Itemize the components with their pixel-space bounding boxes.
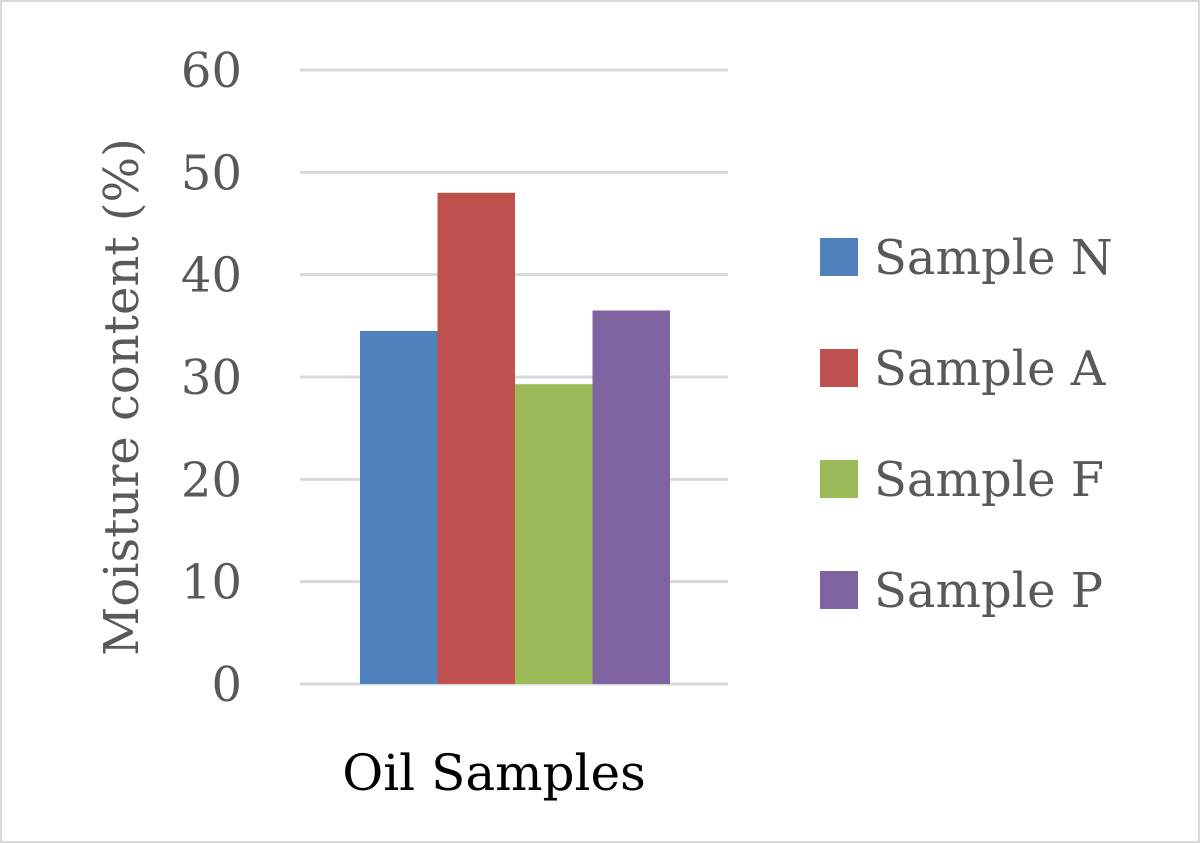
legend-swatch (820, 238, 858, 276)
legend-item: Sample F (820, 452, 1104, 508)
legend-label: Sample P (874, 563, 1103, 619)
legend: Sample N Sample A Sample F Sample P (820, 230, 1113, 619)
bar-sample-f (515, 384, 593, 684)
y-tick-label: 50 (181, 145, 242, 201)
legend-label: Sample F (874, 452, 1104, 508)
y-tick-label: 10 (181, 555, 242, 611)
bar-sample-n (360, 330, 438, 684)
legend-item: Sample A (820, 341, 1107, 397)
y-tick-label: 40 (181, 248, 242, 304)
x-axis-title: Oil Samples (342, 744, 646, 802)
bars (360, 192, 670, 685)
y-tick-label: 20 (181, 452, 242, 508)
y-tick-label: 30 (181, 350, 242, 406)
bar-sample-a (437, 192, 515, 685)
y-tick-label: 0 (211, 657, 242, 713)
legend-item: Sample P (820, 563, 1103, 619)
legend-swatch (820, 349, 858, 387)
legend-item: Sample N (820, 230, 1113, 286)
bar-sample-p (592, 310, 670, 684)
y-tick-label: 60 (181, 43, 242, 99)
legend-label: Sample N (874, 230, 1113, 286)
legend-swatch (820, 460, 858, 498)
legend-swatch (820, 571, 858, 609)
y-axis-ticks: 0 10 20 30 40 50 60 (181, 43, 242, 713)
legend-label: Sample A (874, 341, 1107, 397)
y-axis-title: Moisture content (%) (94, 138, 150, 656)
